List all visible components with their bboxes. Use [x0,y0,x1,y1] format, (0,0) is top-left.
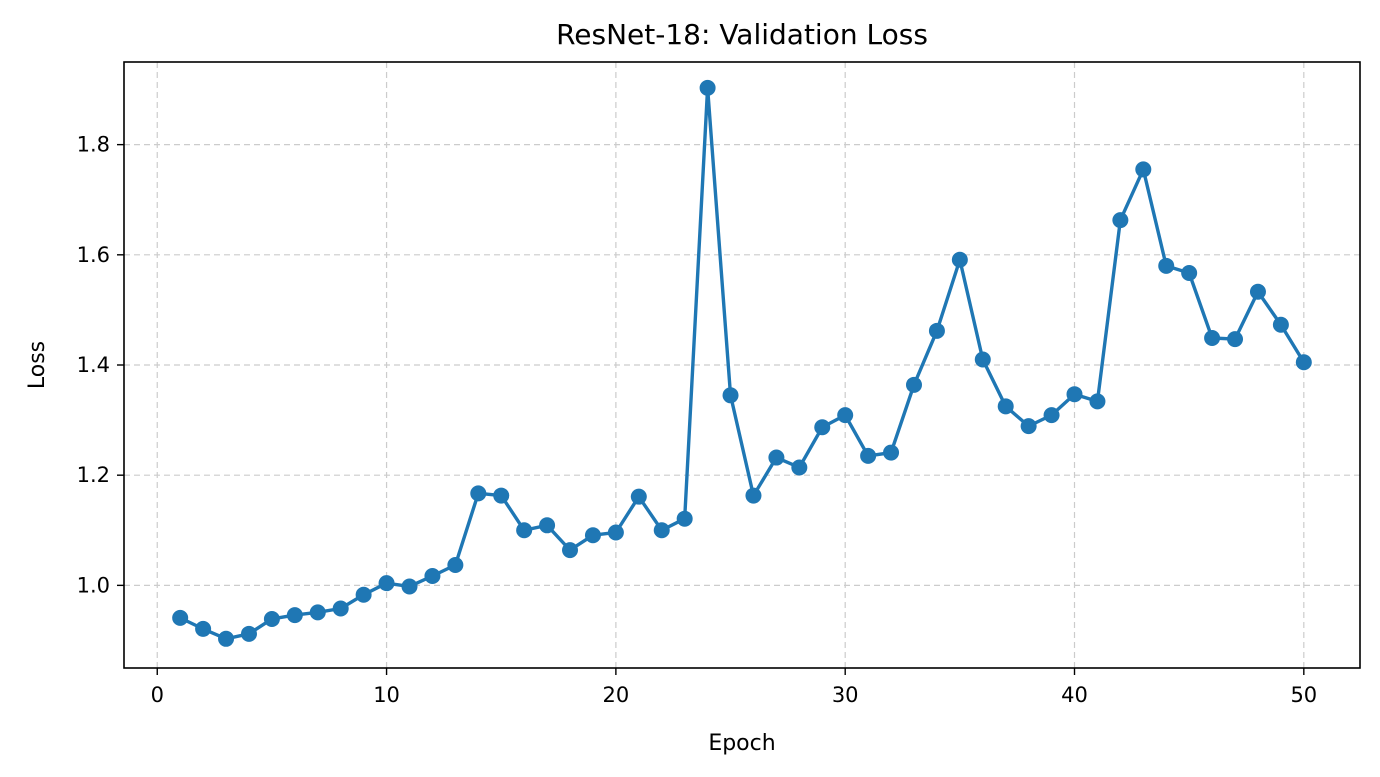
data-point [470,485,487,502]
data-point [562,542,579,559]
data-point [1043,407,1060,424]
data-point [1227,331,1244,348]
data-point [860,447,877,464]
data-point [355,586,372,603]
data-point [332,600,349,617]
data-point [309,604,326,621]
data-point [905,376,922,393]
series-layer [172,79,1312,647]
x-tick-label: 20 [603,683,630,707]
data-point [928,322,945,339]
data-point [447,556,464,573]
data-point [1295,354,1312,371]
x-tick-label: 50 [1290,683,1317,707]
data-point [1181,265,1198,281]
axes: 0 10 20 30 40 50 1.0 1.2 1.4 1.6 1.8 [77,133,1318,707]
data-point [1066,386,1083,403]
data-point [493,487,510,504]
data-point [1249,283,1266,300]
x-tick-label: 30 [832,683,859,707]
data-point [1158,257,1175,274]
data-point [1272,316,1289,333]
y-tick-label: 1.4 [77,353,110,377]
data-point [745,487,762,504]
data-point [172,609,189,626]
data-point [1089,393,1106,410]
data-point [837,407,854,424]
data-point [263,610,280,627]
data-point [722,387,739,404]
y-tick-label: 1.0 [77,573,110,597]
data-point [768,449,785,466]
data-point [814,419,831,436]
x-tick-label: 0 [151,683,164,707]
data-point [516,522,533,539]
data-point [676,510,693,527]
data-point [218,630,235,647]
data-point [607,524,624,541]
grid [124,62,1360,668]
data-point [951,251,968,268]
y-axis-label: Loss [25,341,50,389]
data-point [1135,161,1152,178]
data-point [699,79,716,96]
y-tick-label: 1.8 [77,133,110,157]
data-point [401,578,418,595]
chart-title: ResNet-18: Validation Loss [556,18,928,51]
x-tick-label: 40 [1061,683,1088,707]
data-point [630,488,647,505]
data-point [424,568,441,584]
data-point [1020,418,1037,435]
data-point [974,351,991,368]
data-point [653,522,670,539]
data-point [1204,330,1221,347]
x-tick-label: 10 [373,683,400,707]
data-point [791,459,808,476]
data-point [539,517,556,534]
data-point [1112,212,1129,229]
data-point [195,620,212,637]
data-point [240,625,257,642]
y-tick-label: 1.2 [77,463,110,487]
y-tick-label: 1.6 [77,243,110,267]
data-point [378,575,395,592]
data-point [286,607,303,624]
data-point [584,527,601,544]
data-point [883,444,900,461]
x-axis-label: Epoch [708,731,775,756]
data-point [997,398,1014,415]
